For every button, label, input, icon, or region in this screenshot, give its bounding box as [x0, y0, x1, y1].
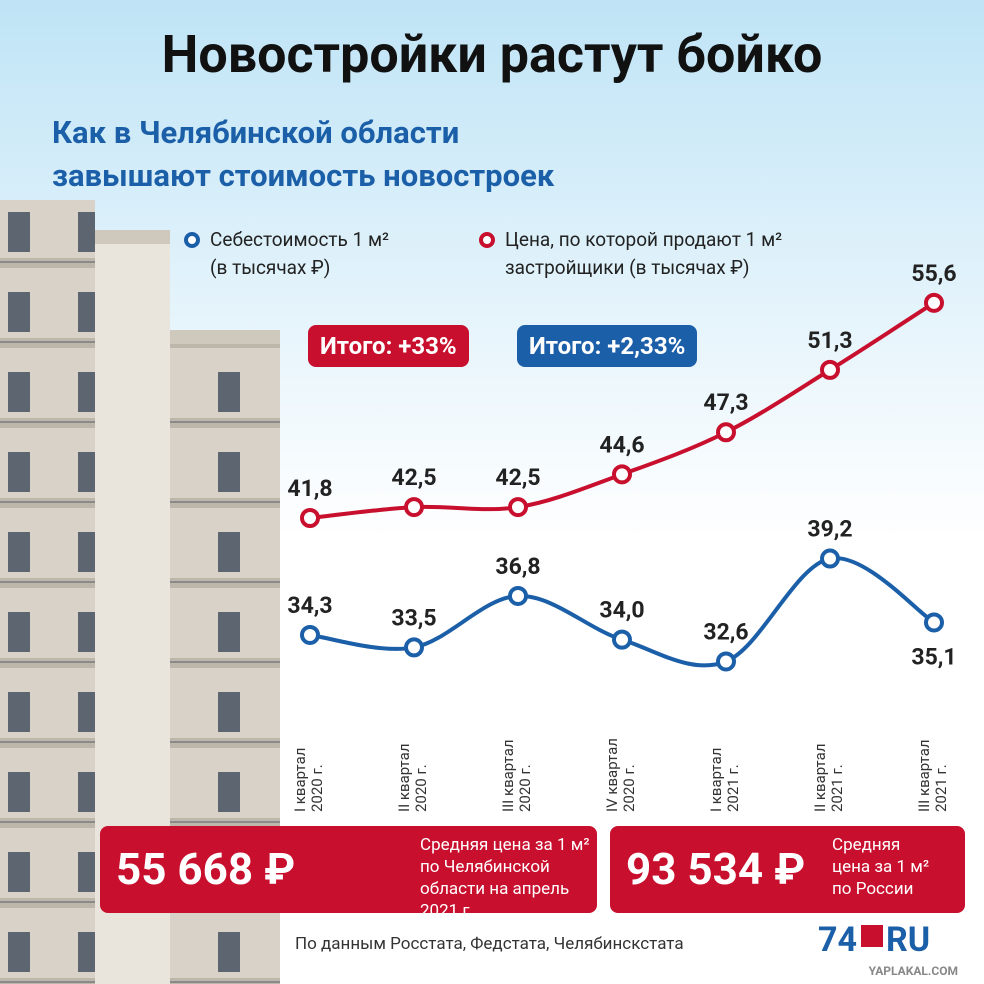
data-label: 34,3 — [287, 592, 332, 619]
legend-label: Себестоимость 1 м² (в тысячах ₽) — [210, 228, 390, 279]
data-label: 51,3 — [807, 327, 852, 354]
stat-box: 55 668 ₽ Средняя цена за 1 м² по Челябин… — [100, 826, 597, 921]
data-label: 36,8 — [495, 553, 540, 580]
annotation: Итого: +2,33% — [517, 325, 698, 367]
x-tick-label: II квартал 2020 г. — [395, 743, 430, 813]
data-label: 55,6 — [911, 260, 956, 287]
stat-value: 93 534 ₽ — [626, 843, 806, 895]
data-label: 47,3 — [703, 389, 748, 416]
logo: 74 — [818, 920, 857, 960]
stat-text: Средняя цена за 1 м² по Челябинской обла… — [420, 835, 590, 921]
logo: RU — [886, 920, 930, 960]
watermark: YAPLAKAL.COM — [869, 964, 958, 978]
point — [612, 464, 632, 485]
point — [404, 497, 424, 518]
data-label: 41,8 — [287, 475, 332, 502]
x-tick-label: I квартал 2020 г. — [291, 747, 326, 812]
data-label: 34,0 — [599, 597, 644, 624]
point — [716, 422, 736, 443]
x-tick-label: I квартал 2021 г. — [707, 747, 742, 812]
point — [508, 585, 528, 606]
point — [716, 651, 736, 672]
subtitle: Как в Челябинской области — [52, 114, 459, 151]
logo-square — [861, 925, 883, 947]
x-tick-label: III квартал 2021 г. — [915, 739, 950, 812]
point — [612, 629, 632, 650]
point — [300, 624, 320, 645]
data-label: 42,5 — [495, 464, 540, 491]
annotation: Итого: +33% — [308, 325, 469, 367]
source: По данным Росстата, Федстата, Челябинскс… — [295, 934, 684, 954]
x-tick-label: III квартал 2020 г. — [499, 739, 534, 812]
legend-marker — [184, 232, 200, 248]
point — [820, 548, 840, 569]
stat-value: 55 668 ₽ — [116, 843, 296, 895]
point — [508, 497, 528, 518]
data-label: 33,5 — [391, 604, 436, 631]
subtitle: завышают стоимость новостроек — [52, 157, 555, 194]
data-label: 35,1 — [911, 643, 956, 670]
data-label: 42,5 — [391, 464, 436, 491]
point — [300, 508, 320, 529]
stat-text: Средняя цена за 1 м² по России — [832, 835, 930, 899]
chart-title: Новостройки растут бойко — [162, 24, 823, 85]
data-label: 32,6 — [703, 618, 748, 645]
stat-box: 93 534 ₽ Средняя цена за 1 м² по России — [610, 826, 965, 913]
point — [404, 637, 424, 658]
legend-marker — [479, 232, 495, 248]
x-tick-label: II квартал 2021 г. — [811, 743, 846, 813]
point — [924, 612, 944, 633]
x-tick-label: IV квартал 2020 г. — [603, 738, 638, 812]
point — [924, 292, 944, 313]
legend-label: Цена, по которой продают 1 м² застройщик… — [505, 228, 783, 279]
point — [820, 359, 840, 380]
data-label: 39,2 — [807, 516, 852, 543]
data-label: 44,6 — [599, 431, 644, 458]
